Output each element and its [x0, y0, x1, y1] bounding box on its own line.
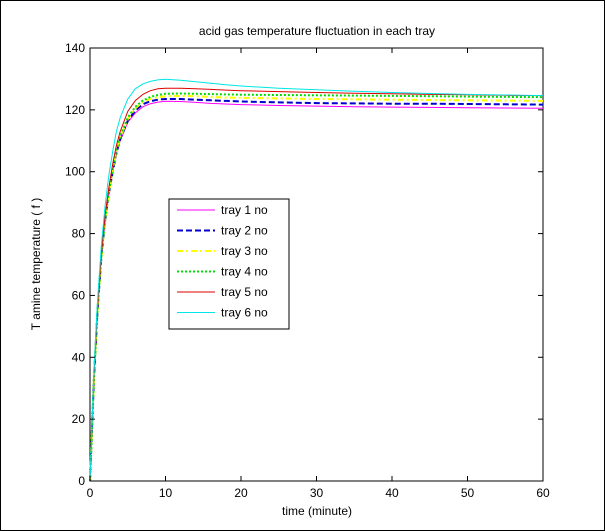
series-line-3	[89, 94, 544, 482]
y-tick-label: 40	[72, 350, 86, 364]
legend-label-4: tray 4 no	[221, 265, 268, 279]
axis-ticks: 0 10 20 30 40 50 60 0 20 40 60 80 100 120 140	[65, 41, 550, 500]
x-tick-label: 30	[310, 486, 324, 500]
legend-label-1: tray 1 no	[221, 203, 268, 217]
series-line-6	[89, 78, 544, 482]
y-axis-label: T amine temperature ( f )	[29, 198, 43, 331]
series-layer	[89, 78, 544, 482]
y-tick-label: 0	[78, 474, 85, 488]
plot-area	[89, 47, 544, 482]
x-tick-label: 20	[234, 486, 248, 500]
y-tick-label: 120	[65, 103, 85, 117]
legend-label-5: tray 5 no	[221, 285, 268, 299]
x-tick-label: 10	[159, 486, 173, 500]
x-tick-label: 50	[461, 486, 475, 500]
legend: tray 1 no tray 2 no tray 3 no tray 4 no tray…	[168, 198, 290, 330]
y-tick-label: 80	[72, 227, 86, 241]
legend-box	[168, 198, 290, 330]
series-line-2	[89, 98, 544, 482]
legend-label-2: tray 2 no	[221, 224, 268, 238]
x-axis-label: time (minute)	[282, 504, 352, 518]
x-tick-label: 60	[536, 486, 550, 500]
y-tick-label: 140	[65, 41, 85, 55]
y-tick-label: 20	[72, 412, 86, 426]
series-line-4	[89, 92, 544, 482]
legend-label-3: tray 3 no	[221, 244, 268, 258]
x-tick-label: 0	[87, 486, 94, 500]
y-tick-label: 100	[65, 165, 85, 179]
chart-title: acid gas temperature fluctuation in each…	[199, 24, 435, 38]
legend-label-6: tray 6 no	[221, 306, 268, 320]
series-line-5	[89, 87, 544, 482]
x-tick-label: 40	[385, 486, 399, 500]
y-tick-label: 60	[72, 288, 86, 302]
